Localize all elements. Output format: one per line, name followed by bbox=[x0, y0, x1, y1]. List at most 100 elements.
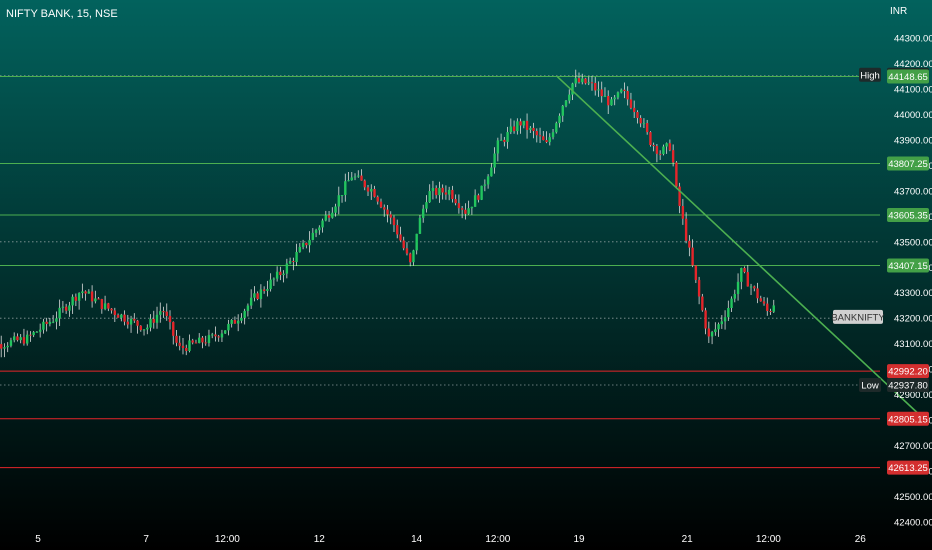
level-label-0-text: 44148.65 bbox=[888, 72, 928, 83]
price-tick-label: 42900.00 bbox=[894, 390, 932, 401]
candle-body bbox=[434, 188, 438, 196]
candle-body bbox=[655, 146, 659, 154]
candle-body bbox=[227, 323, 230, 331]
last-symbol-tag-box bbox=[833, 309, 883, 324]
candle-body bbox=[740, 267, 743, 282]
level-label-0-box bbox=[887, 69, 929, 84]
candle-body bbox=[64, 306, 68, 311]
candle-body bbox=[116, 314, 120, 318]
candle-body bbox=[558, 115, 561, 124]
candle-body bbox=[512, 126, 516, 132]
candle-body bbox=[671, 150, 675, 163]
time-axis[interactable]: 5 7 12:00 12 14 12:00 19 21 12:00 26 bbox=[35, 534, 866, 545]
candle-body bbox=[399, 234, 402, 241]
level-label-3-box bbox=[887, 258, 929, 273]
price-tick-label: 43500.00 bbox=[894, 237, 932, 248]
candle-body bbox=[16, 336, 19, 341]
candle-body bbox=[243, 310, 246, 318]
candle-body bbox=[327, 215, 331, 218]
candle-body bbox=[431, 188, 435, 192]
trendline[interactable] bbox=[556, 76, 926, 421]
candle-body bbox=[165, 311, 168, 316]
candle-body bbox=[298, 246, 302, 252]
candle-body bbox=[126, 321, 130, 325]
candle-body bbox=[392, 217, 396, 226]
candle-body bbox=[120, 314, 123, 318]
candle-body bbox=[769, 310, 772, 312]
candle-body bbox=[535, 131, 539, 136]
candle-body bbox=[746, 272, 749, 287]
candle-body bbox=[691, 247, 694, 266]
level-label-6-box bbox=[887, 460, 929, 475]
candle-body bbox=[159, 311, 162, 315]
time-tick-label: 26 bbox=[855, 534, 867, 545]
low-tag-text: Low bbox=[861, 381, 879, 392]
candle-body bbox=[103, 303, 107, 309]
candle-body bbox=[645, 123, 649, 133]
candle-body bbox=[438, 187, 441, 196]
symbol-title: NIFTY BANK, 15, NSE bbox=[6, 8, 118, 20]
candle-body bbox=[753, 286, 756, 289]
candle-body bbox=[45, 321, 48, 324]
level-label-5-text: 42805.15 bbox=[888, 414, 928, 425]
candle-body bbox=[428, 191, 431, 203]
candle-body bbox=[632, 107, 636, 113]
candle-body bbox=[0, 344, 3, 349]
candle-body bbox=[3, 347, 6, 349]
candle-body bbox=[421, 208, 425, 218]
candle-body bbox=[152, 318, 155, 323]
candle-body bbox=[610, 99, 613, 106]
candle-body bbox=[584, 78, 587, 84]
candle-body bbox=[486, 176, 490, 185]
candle-body bbox=[25, 334, 29, 344]
candle-body bbox=[35, 331, 39, 333]
candle-body bbox=[142, 329, 146, 331]
candle-body bbox=[214, 334, 217, 337]
candle-body bbox=[551, 132, 555, 138]
candle-body bbox=[590, 82, 594, 84]
candle-body bbox=[697, 279, 701, 297]
candle-body bbox=[717, 324, 720, 330]
candle-body bbox=[262, 289, 266, 291]
candle-body bbox=[525, 120, 529, 130]
low-tag: Low bbox=[859, 378, 881, 393]
candle-body bbox=[597, 89, 600, 91]
candle-body bbox=[564, 100, 568, 106]
candle-body bbox=[379, 201, 383, 208]
horizontal-levels[interactable] bbox=[0, 76, 880, 469]
candle-body bbox=[473, 195, 477, 207]
time-tick-label: 14 bbox=[411, 534, 423, 545]
candle-body bbox=[396, 225, 399, 235]
candle-body bbox=[198, 337, 201, 344]
candle-body bbox=[529, 127, 532, 130]
candle-body bbox=[454, 199, 457, 204]
candle-body bbox=[38, 329, 42, 332]
candle-body bbox=[22, 337, 26, 344]
candle-body bbox=[496, 140, 500, 154]
candle-body bbox=[107, 303, 110, 309]
candle-body bbox=[363, 180, 366, 188]
candle-body bbox=[415, 233, 418, 251]
candle-body bbox=[246, 305, 250, 311]
candle-body bbox=[285, 263, 289, 274]
last-symbol-tag-text: BANKNIFTY bbox=[831, 312, 885, 323]
candle-body bbox=[490, 167, 493, 177]
time-tick-label: 12:00 bbox=[485, 534, 510, 545]
level-label-4-box bbox=[887, 364, 929, 379]
level-label-3: 43407.15 bbox=[887, 258, 929, 273]
candle-body bbox=[178, 342, 181, 346]
candle-body bbox=[175, 335, 178, 343]
candle-body bbox=[418, 217, 422, 234]
candle-body bbox=[162, 311, 165, 313]
candle-body bbox=[460, 208, 464, 210]
candle-body bbox=[350, 177, 353, 181]
price-tick-label: 43300.00 bbox=[894, 288, 932, 299]
candle-body bbox=[684, 218, 688, 241]
candle-body bbox=[642, 123, 646, 125]
candle-body bbox=[84, 291, 87, 294]
candle-body bbox=[577, 78, 581, 83]
candle-body bbox=[51, 321, 55, 323]
candle-body bbox=[772, 305, 775, 312]
candle-body bbox=[464, 209, 467, 214]
